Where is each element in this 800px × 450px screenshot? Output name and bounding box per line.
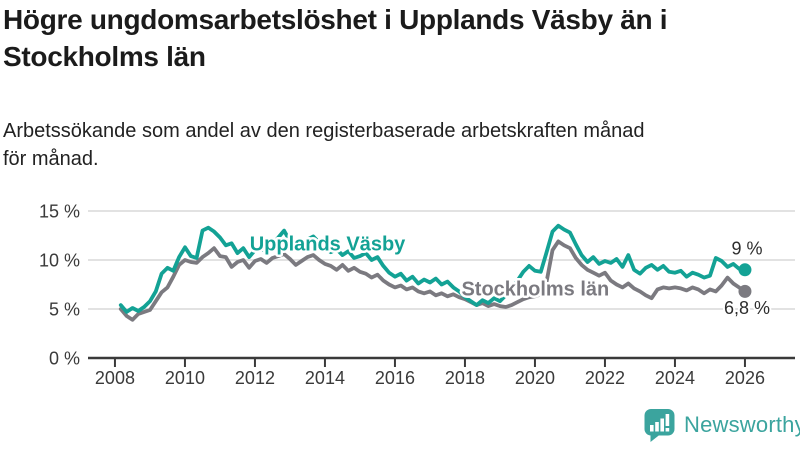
- x-tick-label: 2026: [725, 368, 765, 388]
- newsworthy-wordmark: Newsworthy: [684, 412, 800, 437]
- series-end-value-stockholms-l-n: 6,8 %: [724, 298, 770, 318]
- x-tick-label: 2018: [445, 368, 485, 388]
- y-tick-label: 5 %: [49, 300, 80, 320]
- series-label-upplands-v-sby: Upplands Väsby: [250, 233, 406, 255]
- series-end-dot-upplands-v-sby: [738, 263, 752, 277]
- y-tick-label: 0 %: [49, 349, 80, 369]
- x-tick-label: 2022: [585, 368, 625, 388]
- logo-bar-3: [660, 418, 664, 432]
- x-tick-label: 2024: [655, 368, 695, 388]
- x-tick-label: 2010: [165, 368, 205, 388]
- newsworthy-logo: Newsworthy: [643, 408, 800, 442]
- y-tick-label: 10 %: [39, 251, 80, 271]
- x-tick-label: 2008: [95, 368, 135, 388]
- series-end-value-upplands-v-sby: 9 %: [731, 238, 762, 258]
- newsworthy-logo-icon: [644, 409, 675, 442]
- series-label-stockholms-l-n: Stockholms län: [461, 278, 609, 300]
- unemployment-line-chart: 0 % 5 % 10 % 15 % 2008 2010 2012 2014 2016 2018 20…: [0, 195, 800, 405]
- x-tick-label: 2012: [235, 368, 275, 388]
- logo-bar-2: [655, 422, 659, 432]
- page-title: Högre ungdomsarbetslöshet i Upplands Väs…: [3, 4, 668, 72]
- series-end-dot-stockholms-l-n: [738, 284, 752, 298]
- series-line-upplands-v-sby: [118, 223, 747, 314]
- series-line-stockholms-l-n: [118, 239, 747, 322]
- logo-exclamation-dot: [665, 428, 670, 432]
- logo-bar-1: [650, 425, 654, 432]
- logo-exclamation-bar: [665, 414, 670, 426]
- x-tick-label: 2014: [305, 368, 345, 388]
- x-tick-label: 2020: [515, 368, 555, 388]
- y-tick-label: 15 %: [39, 202, 80, 222]
- x-tick-label: 2016: [375, 368, 415, 388]
- chart-canvas: 0 % 5 % 10 % 15 % 2008 2010 2012 2014 2016 2018 20…: [39, 202, 795, 388]
- page-subtitle: Arbetssökande som andel av den registerb…: [3, 120, 645, 171]
